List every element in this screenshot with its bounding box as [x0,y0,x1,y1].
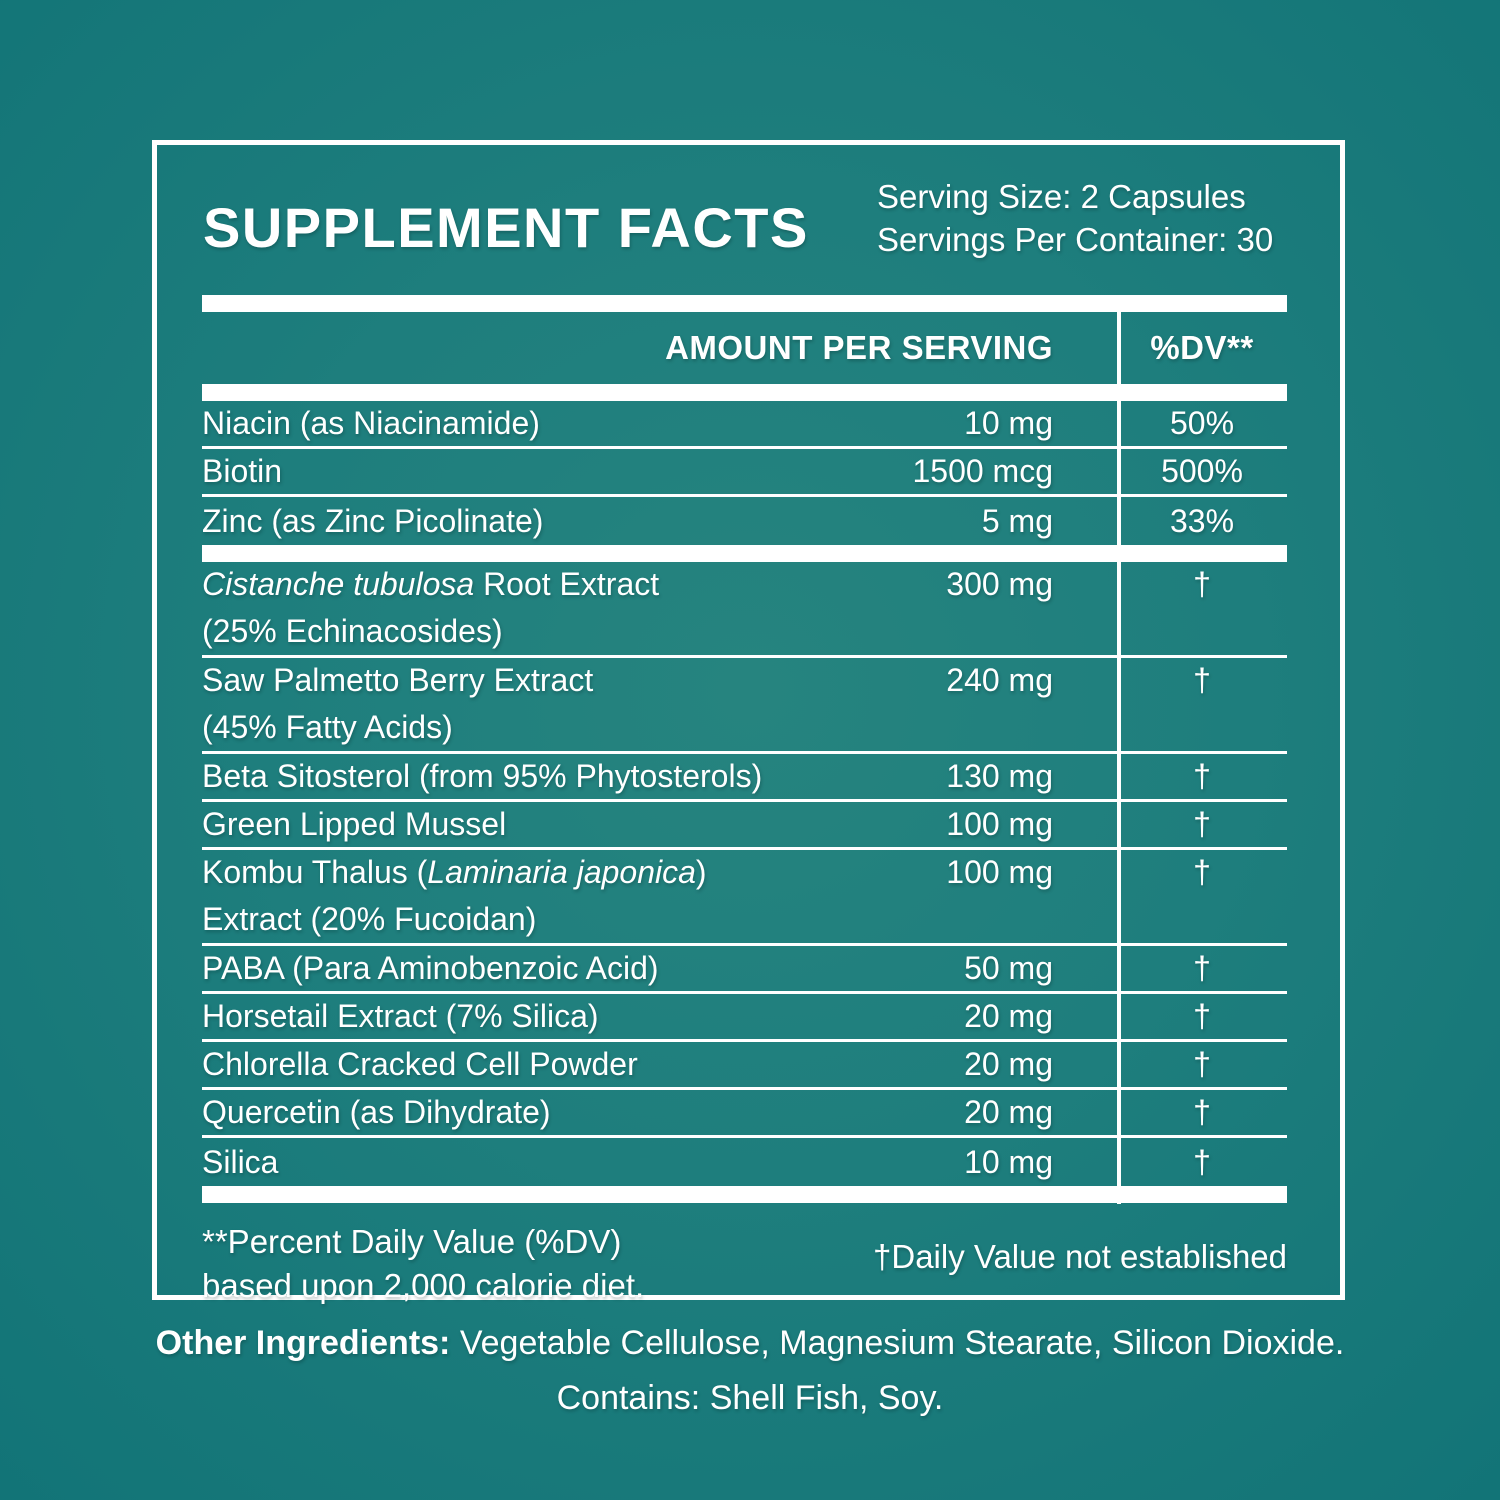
name-italic: Cistanche tubulosa [202,566,475,602]
ingredient-row: Horsetail Extract (7% Silica) 20 mg † [202,994,1287,1042]
ingredient-amount: 240 mg [946,662,1053,698]
ingredient-amount: 10 mg [964,405,1053,441]
ingredient-row: Saw Palmetto Berry Extract 240 mg † (45%… [202,658,1287,754]
name-pre: Horsetail Extract (7% Silica) [202,998,599,1034]
contains-line: Contains: Shell Fish, Soy. [556,1379,944,1417]
name-pre: PABA (Para Aminobenzoic Acid) [202,950,659,986]
daily-value-footnote: **Percent Daily Value (%DV) based upon 2… [202,1220,644,1308]
other-ingredients-block: Other Ingredients: Vegetable Cellulose, … [0,1316,1500,1426]
ingredient-name: Saw Palmetto Berry Extract [202,662,853,699]
ingredient-dv: † [1193,806,1211,842]
ingredient-amount: 20 mg [964,1046,1053,1082]
ingredient-amount: 5 mg [981,502,1053,539]
name-pre: Quercetin (as Dihydrate) [202,1094,551,1130]
name-pre: Zinc (as Zinc Picolinate) [202,502,544,539]
ingredient-amount: 1500 mcg [912,453,1053,489]
ingredient-amount: 50 mg [964,950,1053,986]
name-post: Root Extract [474,566,660,602]
ingredient-amount: 100 mg [946,806,1053,842]
ingredient-dv: † [1193,950,1211,986]
ingredient-row: Kombu Thalus (Laminaria japonica) 100 mg… [202,850,1287,946]
column-divider-line [1117,312,1121,1204]
separator-bar-bottom [202,1186,1287,1203]
ingredient-name: Beta Sitosterol (from 95% Phytosterols) [202,758,853,795]
ingredient-dv: 50% [1169,405,1235,441]
name-italic: Laminaria japonica [427,854,696,890]
ingredient-name: Horsetail Extract (7% Silica) [202,998,853,1035]
botanical-group: Cistanche tubulosa Root Extract 300 mg †… [202,562,1287,1186]
serving-info: Serving Size: 2 Capsules Servings Per Co… [877,175,1273,261]
ingredient-dv: † [1193,566,1211,602]
column-header-amount: AMOUNT PER SERVING [665,329,1053,366]
name-pre: Green Lipped Mussel [202,806,507,842]
not-established-footnote: †Daily Value not established [873,1238,1287,1275]
other-ingredients-line: Other Ingredients: Vegetable Cellulose, … [0,1316,1500,1371]
separator-bar-mid [202,545,1287,562]
ingredient-row: PABA (Para Aminobenzoic Acid) 50 mg † [202,946,1287,994]
ingredients-table: AMOUNT PER SERVING %DV** Niacin (as Niac… [202,295,1287,1204]
ingredient-dv: † [1193,662,1211,698]
ingredient-name-line2: Extract (20% Fucoidan) [202,900,537,937]
ingredient-dv: † [1193,854,1211,890]
ingredient-row: Cistanche tubulosa Root Extract 300 mg †… [202,562,1287,658]
ingredient-amount: 130 mg [946,758,1053,794]
ingredient-dv: † [1193,1143,1211,1180]
ingredient-row: Quercetin (as Dihydrate) 20 mg † [202,1090,1287,1138]
ingredient-row: Biotin 1500 mcg 500% [202,449,1287,497]
ingredient-dv: † [1193,1094,1211,1130]
other-ingredients-text: Vegetable Cellulose, Magnesium Stearate,… [450,1324,1345,1362]
name-post: ) [695,854,707,890]
ingredient-amount: 20 mg [964,998,1053,1034]
ingredient-amount: 10 mg [964,1143,1053,1180]
separator-bar-header [202,384,1287,401]
daily-value-footnote-line2: based upon 2,000 calorie diet. [202,1267,645,1304]
ingredient-name-line2: (25% Echinacosides) [202,612,503,649]
name-pre: Kombu Thalus ( [202,854,428,890]
name-pre: Chlorella Cracked Cell Powder [202,1046,638,1082]
ingredient-dv: † [1193,1046,1211,1082]
ingredient-name: Zinc (as Zinc Picolinate) [202,503,853,540]
name-pre: Beta Sitosterol (from 95% Phytosterols) [202,758,763,794]
ingredient-dv: † [1193,998,1211,1034]
ingredient-name: Niacin (as Niacinamide) [202,405,853,442]
table-header-row: AMOUNT PER SERVING %DV** [202,312,1287,384]
ingredient-name: PABA (Para Aminobenzoic Acid) [202,950,853,987]
panel-title: SUPPLEMENT FACTS [203,196,809,259]
ingredient-name-line2: (45% Fatty Acids) [202,708,453,745]
separator-bar-top [202,295,1287,312]
ingredient-dv: † [1193,758,1211,794]
name-pre: Saw Palmetto Berry Extract [202,662,594,698]
ingredient-amount: 300 mg [946,566,1053,602]
ingredient-row: Niacin (as Niacinamide) 10 mg 50% [202,401,1287,449]
ingredient-dv: 33% [1169,502,1235,539]
column-header-dv: %DV** [1150,329,1254,366]
ingredient-name: Silica [202,1144,853,1181]
name-pre: Biotin [202,453,283,489]
ingredient-dv: 500% [1161,453,1243,489]
name-pre: Silica [202,1143,279,1180]
daily-value-footnote-line1: **Percent Daily Value (%DV) [202,1223,622,1260]
ingredient-row: Chlorella Cracked Cell Powder 20 mg † [202,1042,1287,1090]
serving-size: Serving Size: 2 Capsules [877,178,1246,215]
ingredient-row: Beta Sitosterol (from 95% Phytosterols) … [202,754,1287,802]
ingredient-name: Cistanche tubulosa Root Extract [202,566,853,603]
ingredient-name: Kombu Thalus (Laminaria japonica) [202,854,853,891]
supplement-facts-panel: SUPPLEMENT FACTS Serving Size: 2 Capsule… [152,140,1345,1304]
ingredient-name: Green Lipped Mussel [202,806,853,843]
vitamin-group: Niacin (as Niacinamide) 10 mg 50% Biotin… [202,401,1287,545]
name-pre: Niacin (as Niacinamide) [202,405,540,441]
ingredient-amount: 20 mg [964,1094,1053,1130]
ingredient-row: Green Lipped Mussel 100 mg † [202,802,1287,850]
ingredient-name: Biotin [202,453,853,490]
ingredient-row: Zinc (as Zinc Picolinate) 5 mg 33% [202,497,1287,545]
ingredient-amount: 100 mg [946,854,1053,890]
ingredient-name: Quercetin (as Dihydrate) [202,1094,853,1131]
servings-per-container: Servings Per Container: 30 [877,221,1274,258]
ingredient-row: Silica 10 mg † [202,1138,1287,1186]
ingredient-name: Chlorella Cracked Cell Powder [202,1046,853,1083]
other-ingredients-label: Other Ingredients: [155,1324,451,1362]
